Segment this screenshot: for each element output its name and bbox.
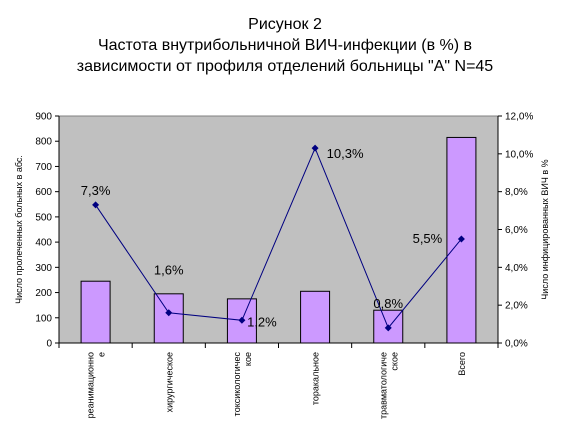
data-label: 0,8% bbox=[373, 296, 403, 311]
left-axis-tick-label: 200 bbox=[35, 288, 52, 299]
left-axis-tick-label: 300 bbox=[35, 263, 52, 274]
left-axis-tick-label: 0 bbox=[46, 339, 52, 350]
line-marker bbox=[311, 144, 319, 152]
category-label: е bbox=[97, 352, 107, 357]
left-axis-tick-label: 900 bbox=[35, 112, 52, 123]
left-axis-tick-label: 400 bbox=[35, 238, 52, 249]
series-line bbox=[95, 146, 462, 329]
line-marker bbox=[238, 316, 246, 324]
left-axis-tick-label: 500 bbox=[35, 212, 52, 223]
category-label: ское bbox=[389, 352, 399, 371]
left-axis-tick-label: 700 bbox=[35, 162, 52, 173]
right-axis-tick-label: 10,0% bbox=[505, 149, 533, 160]
data-label: 10,3% bbox=[327, 146, 364, 161]
line-marker bbox=[92, 201, 100, 209]
bar bbox=[80, 280, 111, 344]
data-label: 1,2% bbox=[247, 314, 277, 329]
right-axis-tick-label: 2,0% bbox=[505, 301, 528, 312]
right-axis-tick-label: 0,0% bbox=[505, 339, 528, 350]
left-axis-tick-label: 800 bbox=[35, 137, 52, 148]
data-label: 1,6% bbox=[154, 263, 184, 278]
category-label: кое bbox=[243, 352, 253, 366]
right-axis-tick-label: 12,0% bbox=[505, 112, 533, 123]
bar bbox=[153, 293, 184, 344]
right-axis-tick-label: 8,0% bbox=[505, 187, 528, 198]
left-axis-tick-label: 100 bbox=[35, 313, 52, 324]
category-label: хирургическое bbox=[164, 352, 174, 412]
right-axis-title: Число инфицированных ВИЧ в % bbox=[540, 159, 550, 299]
left-axis-title: Число пролеченных больных в абс. bbox=[14, 155, 24, 304]
left-axis-tick-label: 600 bbox=[35, 187, 52, 198]
right-axis-tick-label: 6,0% bbox=[505, 225, 528, 236]
category-label: травматологиче bbox=[378, 352, 388, 419]
data-label: 5,5% bbox=[413, 231, 443, 246]
line-marker bbox=[165, 309, 173, 317]
plot-area bbox=[58, 115, 499, 344]
category-label: токсикологичес bbox=[232, 352, 242, 417]
line-marker bbox=[384, 324, 392, 332]
right-axis-tick-label: 4,0% bbox=[505, 263, 528, 274]
chart-title-line-2: Частота внутрибольничной ВИЧ-инфекции (в… bbox=[97, 37, 473, 54]
category-label: Всего bbox=[457, 352, 467, 376]
chart-title-line-1: Рисунок 2 bbox=[248, 16, 322, 33]
data-label: 7,3% bbox=[81, 183, 111, 198]
category-label: реанимационно bbox=[86, 352, 96, 418]
line-marker bbox=[457, 235, 465, 243]
chart-title-line-3: зависимости от профиля отделений больниц… bbox=[76, 58, 494, 75]
bar bbox=[300, 290, 331, 344]
category-label: торакальное bbox=[311, 352, 321, 405]
